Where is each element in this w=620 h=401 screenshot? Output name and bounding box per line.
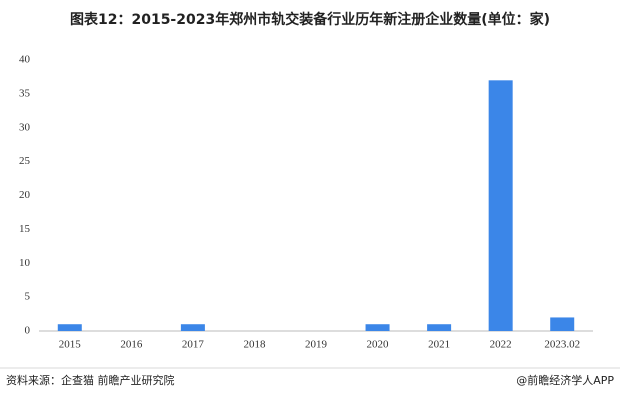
bar bbox=[365, 324, 390, 331]
y-tick-label: 25 bbox=[19, 155, 31, 167]
x-tick-label: 2021 bbox=[428, 339, 450, 351]
bar bbox=[180, 324, 205, 331]
y-tick-label: 15 bbox=[19, 223, 31, 235]
bar bbox=[488, 80, 513, 331]
y-tick-label: 35 bbox=[19, 87, 31, 99]
y-tick-label: 10 bbox=[19, 257, 31, 269]
y-tick-label: 5 bbox=[25, 291, 31, 303]
chart-title: 图表12：2015-2023年郑州市轨交装备行业历年新注册企业数量(单位：家) bbox=[70, 11, 550, 28]
bar bbox=[57, 324, 82, 331]
y-tick-label: 30 bbox=[19, 121, 31, 133]
bar bbox=[550, 317, 575, 331]
x-tick-label: 2019 bbox=[305, 339, 328, 351]
x-tick-label: 2018 bbox=[243, 339, 266, 351]
source: 资料来源：企查猫 前瞻产业研究院 bbox=[6, 373, 175, 387]
y-tick-label: 20 bbox=[19, 189, 31, 201]
bar bbox=[427, 324, 452, 331]
credit: @前瞻经济学人APP bbox=[516, 373, 614, 387]
y-tick-label: 40 bbox=[19, 54, 31, 66]
x-tick-label: 2022 bbox=[490, 339, 512, 351]
x-tick-label: 2023.02 bbox=[544, 339, 580, 351]
x-tick-label: 2017 bbox=[182, 339, 205, 351]
x-tick-label: 2016 bbox=[120, 339, 143, 351]
y-tick-label: 0 bbox=[25, 325, 31, 337]
x-tick-label: 2020 bbox=[367, 339, 390, 351]
x-tick-label: 2015 bbox=[59, 339, 82, 351]
